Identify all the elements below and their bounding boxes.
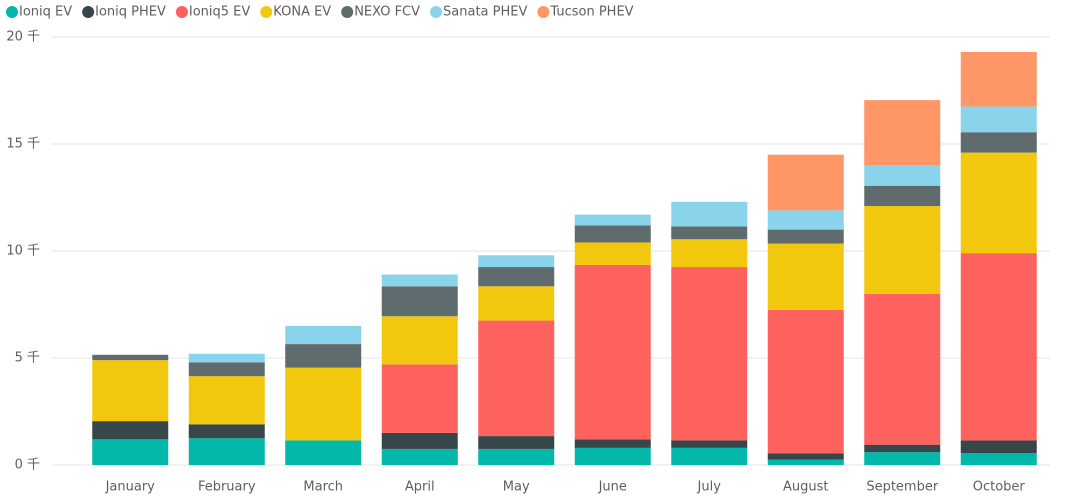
bar-segment bbox=[188, 353, 265, 363]
bar-segment bbox=[960, 51, 1037, 107]
bar-segment bbox=[478, 267, 555, 287]
x-tick-label: September bbox=[866, 480, 939, 495]
bar-segment bbox=[960, 253, 1037, 441]
legend-label: Ioniq5 EV bbox=[189, 5, 251, 20]
legend-label: NEXO FCV bbox=[354, 5, 420, 20]
legend-marker bbox=[82, 6, 95, 18]
bar-segment bbox=[478, 436, 555, 449]
bar-segment bbox=[478, 448, 555, 465]
bar-segment bbox=[960, 440, 1037, 454]
bar-segment bbox=[188, 362, 265, 377]
bar-segment bbox=[188, 376, 265, 425]
x-tick-label: May bbox=[503, 480, 530, 495]
x-tick-label: June bbox=[598, 480, 627, 495]
legend-marker bbox=[341, 6, 354, 18]
x-tick-label: March bbox=[303, 480, 343, 495]
bar-segment bbox=[574, 439, 651, 448]
y-tick-label: 15 千 bbox=[6, 137, 40, 152]
bar-segment bbox=[188, 424, 265, 439]
legend-label: Ioniq PHEV bbox=[95, 5, 166, 20]
bar-segment bbox=[92, 421, 169, 440]
bar-segment bbox=[574, 225, 651, 243]
bar-segment bbox=[767, 453, 844, 460]
y-tick-label: 20 千 bbox=[6, 30, 40, 45]
bar-segment bbox=[960, 132, 1037, 153]
bar-segment bbox=[767, 243, 844, 310]
bar-segment bbox=[767, 309, 844, 454]
y-tick-label: 0 千 bbox=[15, 458, 40, 473]
bar-segment bbox=[285, 344, 362, 368]
bar-segment bbox=[478, 286, 555, 321]
bar-segment bbox=[864, 165, 941, 186]
bar-segment bbox=[767, 459, 844, 465]
bar-segment bbox=[671, 267, 748, 441]
bar-segment bbox=[767, 154, 844, 211]
bar-segment bbox=[960, 453, 1037, 465]
bar-segment bbox=[381, 364, 458, 433]
bar-segment bbox=[285, 325, 362, 345]
bar-segment bbox=[864, 185, 941, 207]
bar-segment bbox=[864, 452, 941, 465]
x-tick-label: August bbox=[783, 480, 829, 495]
bar-segment bbox=[574, 264, 651, 440]
bar-segment bbox=[574, 242, 651, 265]
bar-segment bbox=[381, 316, 458, 365]
bar-segment bbox=[671, 226, 748, 240]
bar-segment bbox=[188, 438, 265, 465]
bar-segment bbox=[478, 255, 555, 268]
legend-label: Ioniq EV bbox=[19, 5, 72, 20]
legend-marker bbox=[537, 6, 550, 18]
bar-segment bbox=[671, 201, 748, 227]
bar-segment bbox=[671, 440, 748, 448]
bar-segment bbox=[381, 286, 458, 317]
bar-segment bbox=[864, 293, 941, 445]
bar-segment bbox=[767, 210, 844, 230]
legend-marker bbox=[260, 6, 273, 18]
legend-marker bbox=[430, 6, 443, 18]
bar-segment bbox=[478, 320, 555, 437]
y-tick-label: 10 千 bbox=[6, 244, 40, 259]
bar-segment bbox=[767, 229, 844, 244]
bar-segment bbox=[574, 447, 651, 465]
x-tick-label: July bbox=[697, 480, 722, 495]
bar-segment bbox=[92, 360, 169, 422]
x-tick-label: February bbox=[198, 480, 256, 495]
legend-marker bbox=[175, 6, 188, 18]
bar-segment bbox=[574, 214, 651, 226]
bar-segment bbox=[285, 440, 362, 465]
bar-segment bbox=[285, 367, 362, 441]
bar-segment bbox=[381, 274, 458, 287]
legend-label: Sanata PHEV bbox=[443, 5, 527, 20]
legend-label: Tucson PHEV bbox=[549, 5, 633, 20]
bar-segment bbox=[960, 106, 1037, 133]
legend-label: KONA EV bbox=[273, 5, 331, 20]
bar-segment bbox=[864, 100, 941, 166]
x-tick-label: April bbox=[405, 480, 435, 495]
bar-segment bbox=[92, 439, 169, 465]
bar-segment bbox=[671, 239, 748, 268]
legend-marker bbox=[6, 6, 18, 18]
x-tick-label: January bbox=[105, 480, 156, 495]
bar-segment bbox=[671, 447, 748, 465]
bar-segment bbox=[864, 444, 941, 453]
bar-segment bbox=[92, 354, 169, 361]
x-tick-label: October bbox=[973, 480, 1026, 495]
bar-segment bbox=[381, 448, 458, 465]
bar-segment bbox=[960, 152, 1037, 254]
bar-segment bbox=[381, 432, 458, 449]
bar-segment bbox=[864, 206, 941, 294]
y-tick-label: 5 千 bbox=[15, 351, 40, 366]
